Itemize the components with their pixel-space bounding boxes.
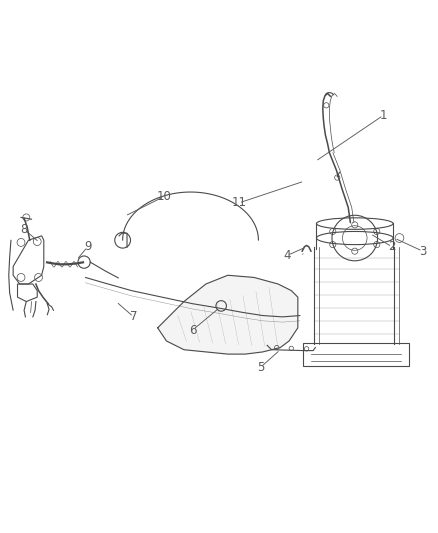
Text: 10: 10	[157, 190, 172, 203]
Text: 8: 8	[21, 223, 28, 236]
Text: 1: 1	[379, 109, 387, 122]
Text: 6: 6	[189, 324, 197, 336]
Text: 9: 9	[84, 240, 92, 253]
Polygon shape	[158, 275, 298, 354]
Text: 11: 11	[231, 197, 246, 209]
Text: 3: 3	[419, 245, 426, 257]
Text: 7: 7	[130, 310, 138, 324]
Text: 4: 4	[283, 249, 291, 262]
Text: 5: 5	[257, 361, 264, 374]
Text: 2: 2	[388, 240, 396, 253]
